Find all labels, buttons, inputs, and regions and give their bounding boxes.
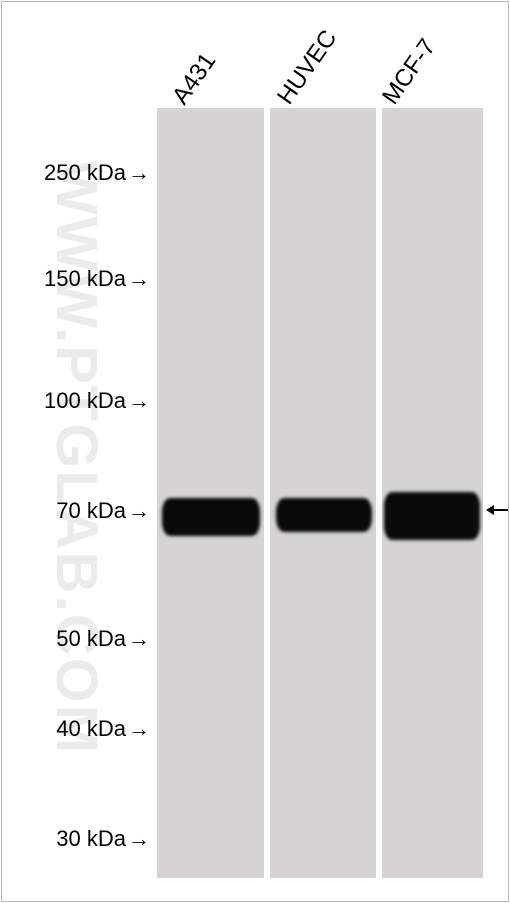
band-lane3 [384, 492, 480, 540]
mw-text: 40 kDa [56, 716, 126, 741]
arrow-right-icon: → [128, 388, 150, 414]
lane-label-2: HUVEC [272, 25, 343, 110]
mw-label-30: 30 kDa→ [14, 826, 150, 852]
band-lane1 [162, 498, 260, 536]
arrow-right-icon: → [128, 160, 150, 186]
arrow-left-icon [486, 500, 508, 520]
lane-label-3: MCF-7 [377, 34, 442, 110]
mw-text: 70 kDa [56, 498, 126, 523]
blot-figure: WWW.PTGLAB.COM A431 HUVEC MCF-7 250 kDa→… [0, 0, 510, 903]
arrow-right-icon: → [128, 266, 150, 292]
target-arrow-icon [486, 500, 508, 520]
mw-label-150: 150 kDa→ [14, 266, 150, 292]
mw-label-40: 40 kDa→ [14, 716, 150, 742]
mw-text: 250 kDa [44, 160, 126, 185]
lane-gap-1 [264, 108, 270, 878]
mw-text: 50 kDa [56, 626, 126, 651]
arrow-right-icon: → [128, 498, 150, 524]
arrow-right-icon: → [128, 626, 150, 652]
mw-text: 30 kDa [56, 826, 126, 851]
mw-label-50: 50 kDa→ [14, 626, 150, 652]
watermark-text: WWW.PTGLAB.COM [43, 160, 110, 755]
mw-label-250: 250 kDa→ [14, 160, 150, 186]
arrow-right-icon: → [128, 826, 150, 852]
mw-text: 100 kDa [44, 388, 126, 413]
lane-label-1: A431 [167, 48, 222, 110]
mw-label-70: 70 kDa→ [14, 498, 150, 524]
mw-label-100: 100 kDa→ [14, 388, 150, 414]
lane-gap-2 [376, 108, 382, 878]
band-lane2 [276, 498, 372, 532]
arrow-right-icon: → [128, 716, 150, 742]
mw-text: 150 kDa [44, 266, 126, 291]
